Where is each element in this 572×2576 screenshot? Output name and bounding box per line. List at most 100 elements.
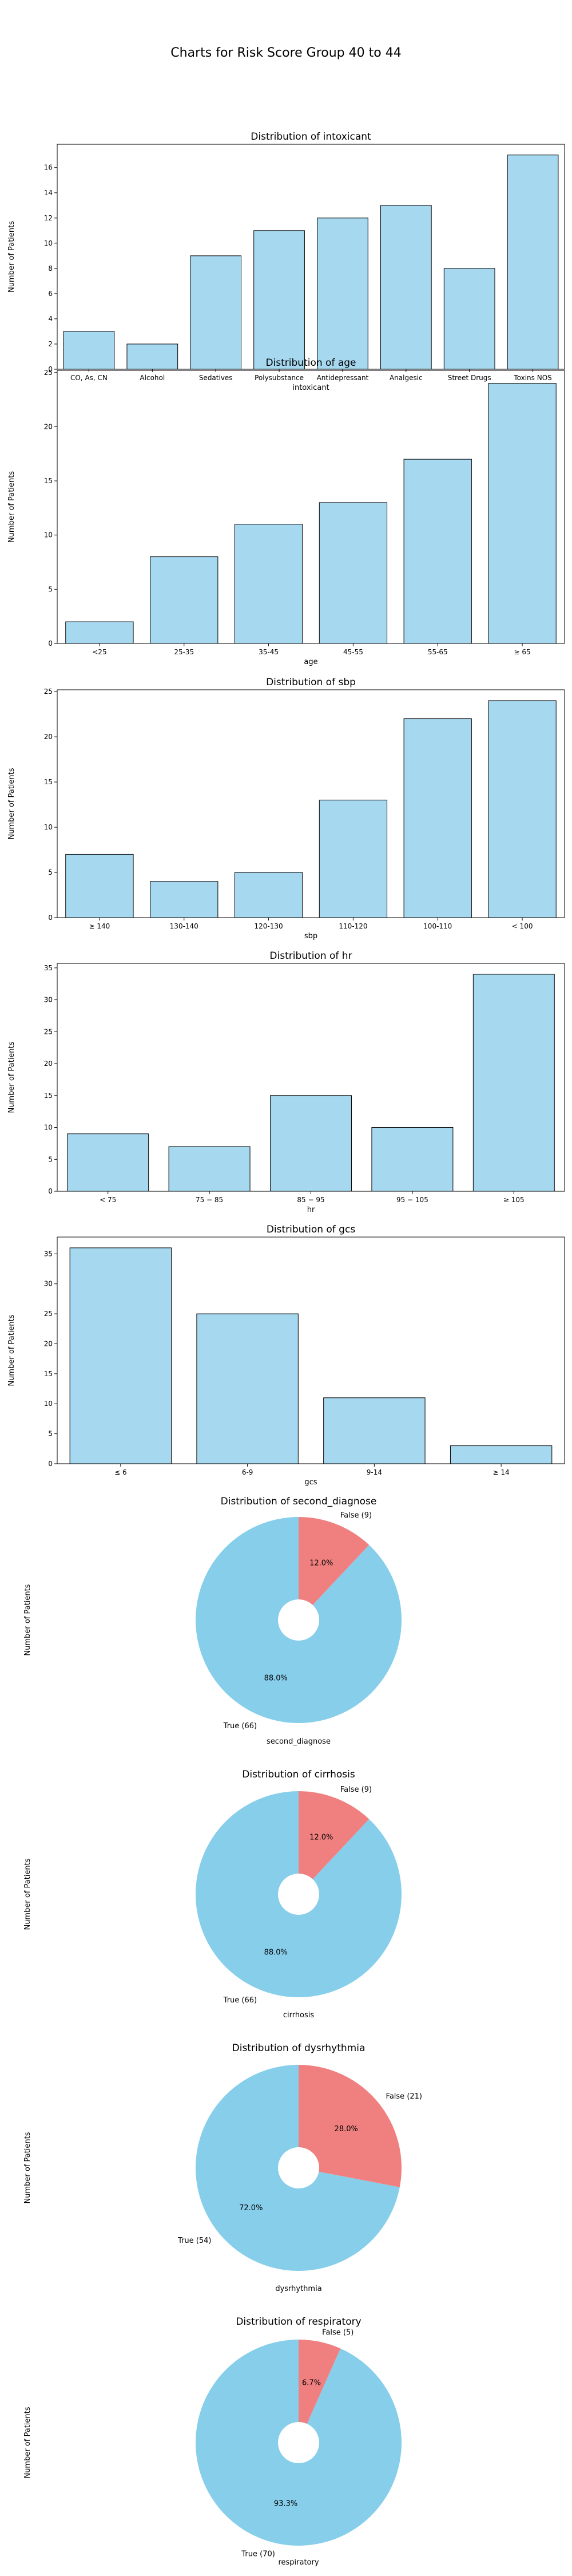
bar	[403, 718, 472, 918]
bar	[253, 230, 305, 370]
y-axis-label: Number of Patients	[7, 221, 16, 293]
x-tick-label: Antidepressant	[317, 374, 369, 382]
bar	[190, 255, 242, 370]
x-tick-label: 75 − 85	[196, 1196, 223, 1204]
bar	[507, 155, 559, 370]
x-axis-label: cirrhosis	[283, 2011, 315, 2020]
chart-7: Distribution of cirrhosis True (66) 88.0% F…	[23, 1769, 402, 2020]
y-tick-label: 15	[44, 778, 53, 786]
y-tick-label: 14	[44, 189, 53, 197]
bar	[371, 1127, 454, 1192]
y-tick-label: 25	[44, 688, 53, 696]
pie-slice	[299, 2340, 341, 2443]
chart-title: Distribution of second_diagnose	[221, 1496, 377, 1507]
chart-3: Distribution of sbp 0 5 10 15 20 25 ≥ 140 130-14…	[7, 677, 565, 941]
y-tick-label: 6	[48, 290, 53, 298]
y-tick-label: 12	[44, 214, 53, 222]
slice-label: True (70)	[241, 2550, 275, 2559]
x-axis-label: gcs	[304, 1478, 317, 1487]
bar	[234, 872, 303, 918]
x-tick-label: 6-9	[242, 1468, 253, 1476]
y-tick-label: 20	[44, 1060, 53, 1068]
x-tick-label: Sedatives	[199, 374, 233, 382]
x-axis-label: hr	[307, 1206, 315, 1214]
x-tick-label: 9-14	[367, 1468, 382, 1476]
x-tick-label: ≤ 6	[114, 1468, 127, 1476]
chart-1: Distribution of intoxicant 0 2 4 6 8 10 12 14 16 C…	[7, 131, 565, 392]
bar	[65, 621, 134, 644]
y-tick-label: 20	[44, 422, 53, 430]
y-tick-label: 30	[44, 996, 53, 1004]
slice-percent: 88.0%	[264, 1674, 288, 1682]
y-tick-label: 5	[48, 585, 53, 593]
chart-title: Distribution of respiratory	[236, 2316, 361, 2328]
y-axis-label: Number of Patients	[7, 471, 16, 543]
x-tick-label: ≥ 65	[514, 648, 531, 656]
bar	[323, 1397, 426, 1464]
chart-6: Distribution of second_diagnose True (66)…	[23, 1496, 402, 1746]
bar	[168, 1146, 251, 1192]
x-tick-label: 85 − 95	[297, 1196, 324, 1204]
y-tick-label: 10	[44, 1124, 53, 1132]
x-tick-label: ≥ 105	[503, 1196, 525, 1204]
bar	[150, 556, 219, 644]
y-axis-label: Number of Patients	[23, 2132, 32, 2203]
x-tick-label: 120-130	[255, 922, 283, 930]
y-tick-label: 10	[44, 239, 53, 247]
bar	[65, 854, 134, 918]
x-tick-label: CO, As, CN	[70, 374, 108, 382]
y-tick-label: 30	[44, 1280, 53, 1288]
bar	[319, 800, 388, 918]
chart-title: Distribution of age	[265, 357, 356, 369]
x-tick-label: 130-140	[170, 922, 198, 930]
bar	[150, 881, 219, 918]
y-axis-label: Number of Patients	[23, 1584, 32, 1656]
bar	[443, 268, 495, 370]
bar	[67, 1133, 149, 1192]
y-tick-label: 15	[44, 477, 53, 485]
y-tick-label: 35	[44, 964, 53, 972]
y-tick-label: 25	[44, 1028, 53, 1036]
x-tick-label: ≥ 14	[493, 1468, 510, 1476]
slice-label: True (66)	[223, 1722, 257, 1730]
chart-5: Distribution of gcs 0 5 10 15 20 25 30 35 ≤ 6 6-9 9…	[7, 1224, 565, 1487]
y-tick-label: 15	[44, 1370, 53, 1378]
x-tick-label: Polysubstance	[255, 374, 304, 382]
slice-percent: 12.0%	[309, 1559, 333, 1568]
chart-9: Distribution of respiratory True (70) 93.3…	[23, 2316, 402, 2567]
y-tick-label: 16	[44, 164, 53, 172]
x-tick-label: <25	[92, 648, 106, 656]
y-tick-label: 20	[44, 1340, 53, 1348]
slice-percent: 28.0%	[335, 2125, 358, 2134]
y-tick-label: 0	[48, 639, 53, 647]
x-tick-label: ≥ 140	[89, 922, 110, 930]
bar	[488, 383, 557, 644]
y-tick-label: 0	[48, 1460, 53, 1468]
pie-center-hole	[278, 2422, 319, 2463]
bar	[69, 1247, 172, 1464]
slice-label: True (66)	[223, 1996, 257, 2005]
y-axis-label: Number of Patients	[7, 768, 16, 839]
pie-slice	[299, 1517, 370, 1620]
y-tick-label: 20	[44, 733, 53, 741]
x-tick-label: < 100	[512, 922, 533, 930]
y-tick-label: 0	[48, 914, 53, 922]
bar	[380, 205, 432, 370]
y-tick-label: 10	[44, 1400, 53, 1408]
x-tick-label: Street Drugs	[448, 374, 491, 382]
y-tick-label: 0	[48, 1187, 53, 1195]
slice-label: True (54)	[177, 2237, 211, 2245]
chart-2: Distribution of age 0 5 10 15 20 25 <25 25-35 35-…	[7, 357, 565, 666]
pie-slice	[299, 2065, 402, 2187]
x-tick-label: 35-45	[259, 648, 279, 656]
x-axis-label: intoxicant	[292, 384, 329, 392]
x-tick-label: Toxins NOS	[513, 374, 551, 382]
x-tick-label: 55-65	[428, 648, 448, 656]
x-tick-label: 25-35	[174, 648, 194, 656]
y-tick-label: 25	[44, 1310, 53, 1318]
y-tick-label: 4	[48, 315, 53, 323]
chart-title: Distribution of gcs	[267, 1224, 356, 1235]
x-axis-label: second_diagnose	[267, 1737, 331, 1746]
y-tick-label: 5	[48, 868, 53, 876]
y-tick-label: 8	[48, 264, 53, 272]
